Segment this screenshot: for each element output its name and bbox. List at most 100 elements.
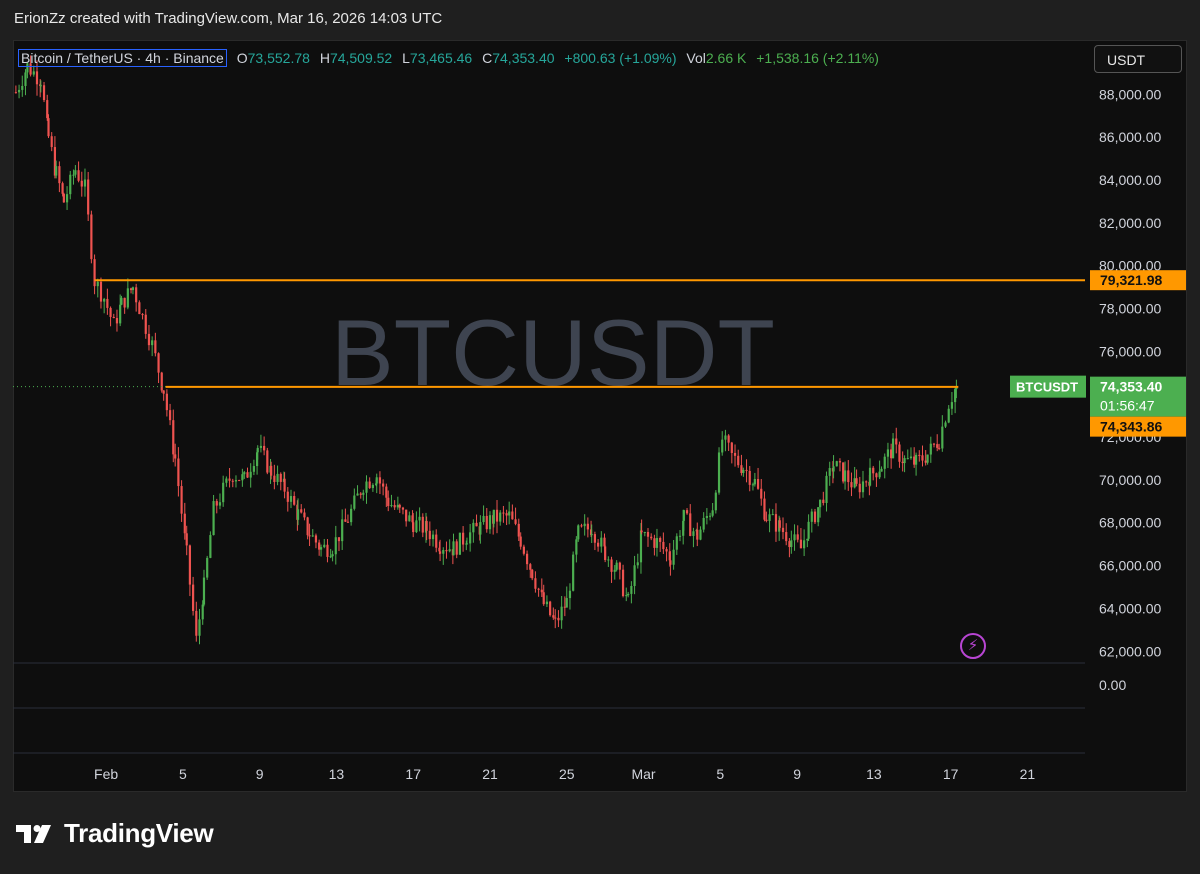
candle-body [537, 588, 540, 590]
candle-body [621, 569, 625, 597]
candle-body [160, 372, 163, 391]
candle-body [353, 495, 356, 509]
candle-body [201, 604, 204, 620]
candle-body [209, 535, 212, 558]
tradingview-logo-icon [16, 824, 51, 843]
candle-body [296, 509, 300, 520]
candle-body [727, 435, 730, 443]
candle-body [760, 488, 763, 499]
candle-body [650, 536, 653, 539]
candle-body [825, 475, 828, 504]
candle-body [93, 259, 96, 287]
candle-body [872, 467, 875, 474]
candle-body [452, 541, 455, 556]
symbol-name[interactable]: Bitcoin / TetherUS · 4h · Binance [18, 49, 227, 67]
chart-panel[interactable] [13, 40, 1187, 792]
candle-body [906, 458, 909, 460]
candle-body [318, 542, 321, 550]
y-tick-label: 78,000.00 [1099, 301, 1161, 317]
candle-body [756, 479, 760, 489]
candle-body [69, 174, 72, 195]
candle-body [577, 525, 580, 540]
candle-body [359, 493, 362, 495]
candle-body [270, 465, 273, 476]
candle-body [279, 473, 282, 482]
candle-body [717, 452, 721, 493]
candle-body [77, 170, 80, 181]
candle-body [572, 554, 575, 591]
candle-body [610, 559, 613, 572]
candle-body [646, 532, 650, 537]
candle-body [865, 481, 868, 483]
level-price-tag: 79,321.98 [1100, 272, 1162, 288]
currency-button[interactable]: USDT [1094, 45, 1182, 73]
symbol-label[interactable]: Bitcoin / TetherUS · 4h · Binance [18, 49, 227, 67]
volume-label: Vol [686, 50, 706, 66]
lightning-alert-icon[interactable]: ⚡ [960, 633, 986, 659]
candle-body [362, 492, 365, 495]
candle-body [138, 302, 141, 315]
candle-body [913, 456, 916, 465]
candle-body [42, 85, 46, 101]
candle-body [730, 442, 733, 453]
candle-body [112, 316, 115, 319]
candle-body [918, 454, 921, 456]
candle-body [344, 519, 347, 522]
candle-body [699, 529, 702, 540]
candle-body [932, 443, 936, 445]
candle-body [393, 505, 396, 508]
candle-body [231, 480, 234, 482]
candle-body [225, 478, 228, 483]
candle-body [659, 538, 662, 542]
candle-body [774, 514, 778, 532]
candle-body [914, 454, 918, 465]
candle-body [665, 549, 668, 552]
candle-body [337, 537, 341, 542]
candle-body [813, 511, 817, 523]
candle-body [828, 468, 831, 476]
candle-body [625, 595, 628, 597]
candle-body [300, 509, 303, 513]
candle-body [252, 466, 255, 472]
candle-body [540, 589, 543, 593]
volume-change-value: +1,538.16 (+2.11%) [756, 50, 879, 66]
candle-body [119, 304, 122, 324]
candle-body [545, 601, 549, 605]
candle-body [144, 314, 147, 334]
candle-body [289, 496, 293, 502]
candle-body [448, 549, 451, 552]
high-label: H [319, 50, 330, 66]
candle-body [405, 509, 408, 522]
candle-body [655, 538, 659, 548]
candle-body [398, 504, 401, 508]
candle-body [425, 521, 428, 531]
price-chart[interactable]: BTCUSDT 88,000.00 86,000.00 84,000.00 82,00… [13, 40, 1187, 792]
candle-body [765, 519, 768, 521]
candle-body [141, 314, 144, 316]
candle-body [195, 610, 198, 636]
y-tick-label: 66,000.00 [1099, 558, 1161, 574]
candle-body [950, 402, 954, 409]
candle-body [319, 547, 323, 550]
candle-body [565, 598, 568, 608]
y-tick-label: 86,000.00 [1099, 129, 1161, 145]
candle-body [382, 483, 385, 487]
candle-body [593, 534, 597, 543]
candle-body [412, 522, 415, 533]
candle-body [511, 511, 514, 520]
candle-body [266, 450, 269, 473]
candle-body [858, 483, 861, 493]
candle-body [29, 63, 32, 75]
candle-body [771, 514, 774, 516]
candle-body [514, 519, 517, 524]
x-tick-label: 5 [179, 766, 187, 782]
candle-body [583, 523, 586, 527]
candle-body [151, 340, 154, 346]
candle-body [868, 467, 872, 486]
price-axis: 88,000.00 86,000.00 84,000.00 82,000.00 80,0… [1099, 86, 1161, 693]
candle-body [788, 541, 791, 548]
candle-body [131, 287, 135, 291]
open-label: O [236, 50, 248, 66]
candle-body [557, 617, 560, 621]
candle-body [753, 479, 756, 485]
